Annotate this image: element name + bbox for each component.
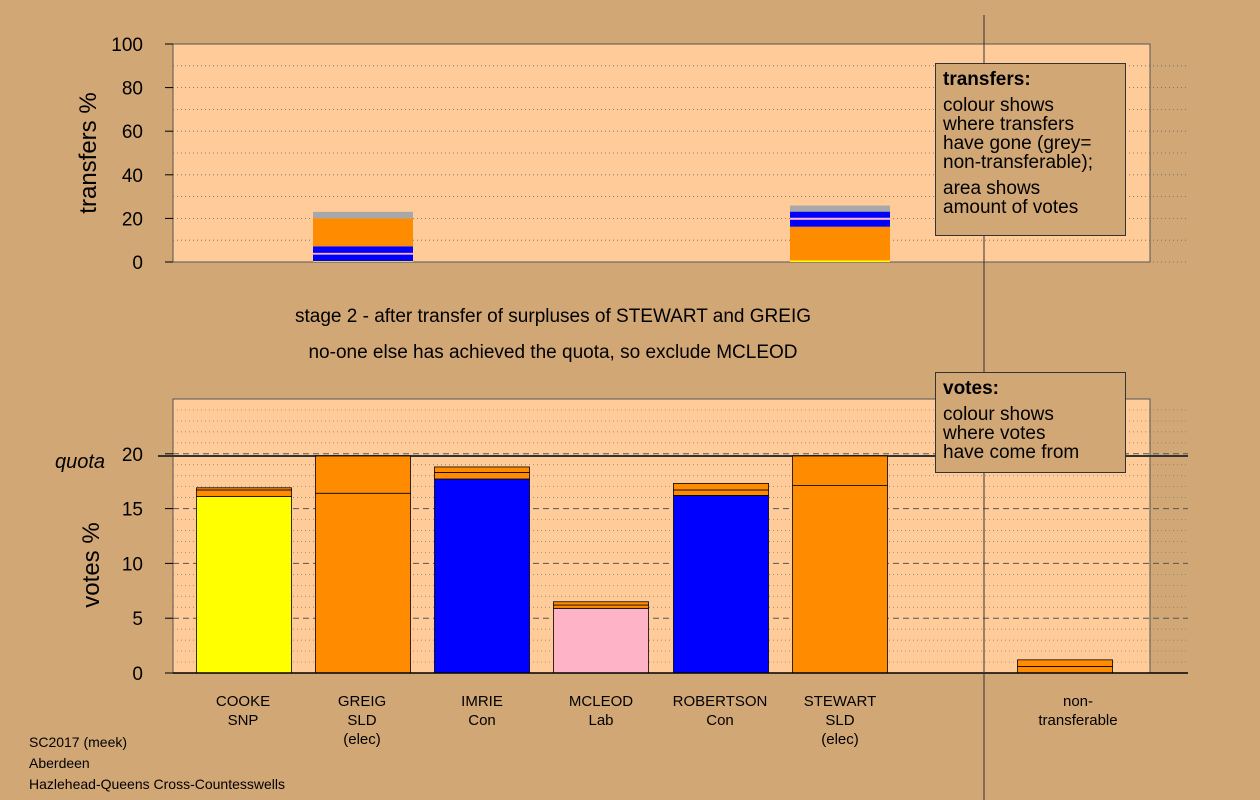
nontransferable-segment (1017, 666, 1113, 674)
vote-segment (673, 482, 769, 491)
votes-axis-label: votes % (78, 522, 105, 607)
transfers-legend-line: non-transferable); (943, 152, 1093, 173)
candidate-party: SLD (347, 712, 377, 729)
vote-segment (196, 489, 292, 497)
vote-segment (673, 495, 769, 674)
transfer-segment (790, 219, 890, 227)
transfer-segment (313, 252, 413, 255)
vote-segment (196, 487, 292, 491)
transfer-segment (790, 217, 890, 220)
votes-tick-label: 10 (122, 554, 143, 575)
vote-segment (553, 601, 649, 606)
transfer-segment (313, 218, 413, 247)
candidate-party: SLD (825, 712, 855, 729)
transfers-legend-line: amount of votes (943, 197, 1079, 218)
candidate-name: COOKE (215, 693, 271, 710)
vote-segment (315, 492, 411, 674)
transfers-legend-line: colour shows (943, 95, 1054, 116)
quota-label: quota (55, 451, 105, 473)
stage-caption: stage 2 - after transfer of surpluses of… (294, 306, 812, 327)
candidate-label-imrie: IMRIE Con (417, 692, 547, 730)
candidate-label-mcleod: MCLEOD Lab (536, 692, 666, 730)
votes-legend-line: colour shows (943, 404, 1054, 425)
candidate-label-robertson: ROBERTSON Con (655, 692, 785, 730)
vote-segment (553, 607, 649, 674)
transfers-legend-line: area shows (943, 178, 1041, 199)
candidate-note: (elec) (343, 731, 381, 748)
transfer-segment (313, 211, 413, 219)
votes-tick-label: 20 (122, 445, 143, 466)
transfer-segment (313, 261, 413, 262)
transfer-segment (313, 246, 413, 253)
transfers-legend-title: transfers: (943, 69, 1031, 90)
footer-council: Aberdeen (29, 755, 90, 771)
transfer-segment (790, 205, 890, 212)
votes-legend-line: where votes (943, 423, 1046, 444)
vote-segment (196, 496, 292, 674)
votes-legend: votes: colour shows where votes have com… (935, 372, 1126, 473)
transfers-tick-label: 80 (122, 79, 143, 100)
candidate-label-stewart: STEWART SLD (elec) (775, 692, 905, 749)
vote-segment (553, 604, 649, 609)
vote-segment (434, 478, 530, 674)
transfers-tick-label: 60 (122, 122, 143, 143)
votes-legend-title: votes: (943, 378, 999, 399)
transfers-axis-label: transfers % (75, 92, 102, 213)
vote-segment (673, 489, 769, 496)
vote-segment (792, 485, 888, 674)
transfers-legend-line: where transfers (943, 114, 1074, 135)
vote-segment (434, 472, 530, 480)
vote-segment (434, 466, 530, 473)
candidate-name: MCLEOD (568, 693, 634, 710)
footer-ward: Hazlehead-Queens Cross-Countesswells (29, 776, 286, 792)
votes-tick-label: 5 (132, 609, 143, 630)
transfer-segment (790, 211, 890, 218)
candidate-name: IMRIE (461, 693, 503, 710)
transfer-segment (790, 260, 890, 262)
footer-method: SC2017 (meek) (29, 734, 128, 750)
transfers-tick-label: 20 (122, 209, 143, 230)
candidate-note: (elec) (821, 731, 859, 748)
transfers-tick-label: 0 (132, 253, 143, 274)
nontransferable-label-line: transferable (1038, 712, 1118, 729)
nontransferable-label-line: non- (1062, 693, 1094, 710)
candidate-name: ROBERTSON (672, 693, 768, 710)
transfer-segment (313, 254, 413, 262)
candidate-name: STEWART (803, 693, 877, 710)
transfers-legend-line: have gone (grey= (943, 133, 1092, 154)
candidate-party: Con (468, 712, 496, 729)
candidate-name: GREIG (337, 693, 387, 710)
transfer-segment (790, 226, 890, 261)
transfers-tick-label: 100 (111, 35, 143, 56)
exclusion-caption: no-one else has achieved the quota, so e… (308, 342, 798, 363)
candidate-party: Con (706, 712, 734, 729)
nontransferable-segment (1017, 659, 1113, 667)
vote-segment (792, 455, 888, 486)
transfers-legend: transfers: colour shows where transfers … (935, 63, 1126, 236)
candidate-party: Lab (588, 712, 614, 729)
votes-tick-label: 0 (132, 664, 143, 685)
candidate-label-cooke: COOKE SNP (178, 692, 308, 730)
candidate-label-greig: GREIG SLD (elec) (297, 692, 427, 749)
votes-legend-line: have come from (943, 442, 1080, 463)
votes-tick-label: 15 (122, 500, 143, 521)
nontransferable-label: non- transferable (1013, 692, 1143, 730)
transfers-tick-label: 40 (122, 166, 143, 187)
vote-segment (315, 455, 411, 494)
candidate-party: SNP (227, 712, 259, 729)
